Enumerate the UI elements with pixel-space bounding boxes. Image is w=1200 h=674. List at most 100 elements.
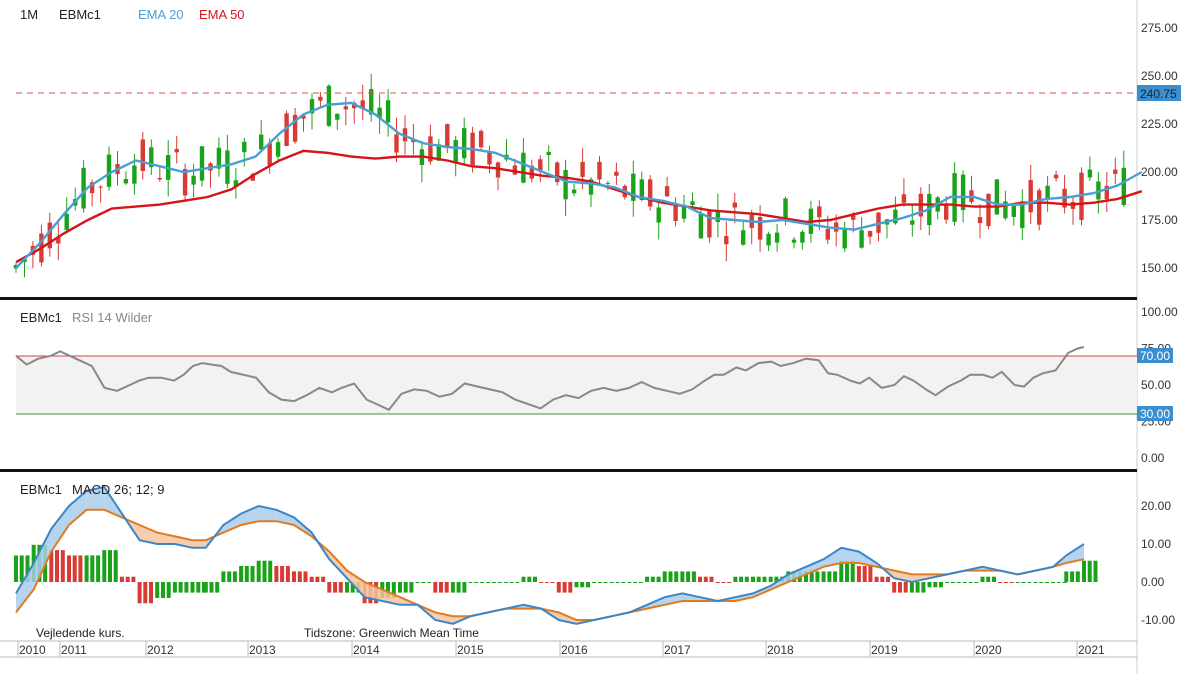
time-tick-label: 2012	[147, 643, 174, 657]
macd-histogram-bar	[856, 566, 861, 582]
macd-histogram-bar	[1070, 571, 1075, 582]
macd-axis: -10.00 0.00 10.00 20.00	[1141, 499, 1175, 627]
candle-body	[1113, 169, 1118, 174]
candle-body	[47, 222, 52, 249]
macd-histogram-bar	[909, 582, 914, 593]
candle-body	[851, 215, 856, 220]
candle-body	[81, 167, 86, 209]
panel-separator[interactable]	[0, 469, 1137, 472]
macd-histogram-bar	[143, 582, 148, 604]
candle-body	[309, 99, 315, 114]
macd-histogram-bar	[615, 582, 620, 583]
ema-50-legend: EMA 50	[199, 7, 245, 22]
candle-body	[462, 128, 467, 159]
macd-histogram-bar	[715, 582, 720, 583]
macd-histogram-bar	[303, 571, 308, 582]
macd-histogram-bar	[956, 582, 961, 583]
macd-histogram-bar	[49, 550, 54, 582]
macd-fill-segment	[157, 532, 175, 544]
macd-histogram-bar	[744, 576, 749, 582]
macd-histogram-bar	[886, 576, 891, 582]
macd-histogram-bar	[427, 582, 432, 583]
macd-histogram-bar	[262, 560, 267, 582]
candle-body	[664, 186, 670, 197]
candle-body	[588, 179, 594, 195]
candle-body	[98, 186, 103, 188]
macd-histogram-bar	[137, 582, 142, 604]
rsi-line	[15, 346, 1085, 412]
macd-histogram-bar	[515, 582, 520, 583]
candle-body	[377, 107, 382, 118]
macd-histogram-bar	[539, 582, 544, 583]
macd-histogram-bar	[386, 582, 390, 598]
macd-histogram-bar	[285, 566, 290, 582]
time-tick-label: 2019	[871, 643, 898, 657]
macd-panel[interactable]: -10.00 0.00 10.00 20.00 EBMc1 MACD 26; 12; …	[14, 482, 1175, 640]
macd-histogram-bar	[155, 582, 160, 598]
candle-body	[1003, 201, 1008, 219]
macd-histogram-bar	[862, 566, 867, 582]
candle-body	[774, 232, 780, 243]
macd-histogram-bar	[161, 582, 165, 598]
macd-histogram-bar	[309, 576, 314, 582]
candle-body	[123, 179, 129, 184]
candle-body	[1028, 180, 1033, 213]
candle-body	[343, 106, 348, 110]
macd-histogram-bar	[90, 555, 95, 582]
candle-body	[64, 213, 69, 230]
candle-body	[741, 230, 746, 245]
macd-histogram-bar	[533, 576, 537, 582]
macd-histogram-bar	[321, 576, 326, 582]
macd-fill-segment	[347, 570, 365, 598]
macd-histogram-bar	[968, 582, 973, 583]
price-panel[interactable]: 240.75 150.00 175.00 200.00 225.00 250.00 275…	[13, 7, 1181, 278]
candle-body	[89, 182, 95, 194]
macd-fill-segment	[664, 593, 683, 605]
symbol-label: EBMc1	[59, 7, 101, 22]
price-axis: 150.00 175.00 200.00 225.00 250.00 275.00	[1141, 21, 1178, 275]
macd-histogram-bar	[668, 571, 673, 582]
candle-body	[944, 205, 949, 220]
macd-histogram-bar	[592, 582, 597, 583]
macd-tick-label: 0.00	[1141, 575, 1165, 589]
macd-histogram-bar	[1027, 582, 1032, 583]
macd-histogram-bar	[580, 582, 585, 588]
macd-histogram-bar	[774, 576, 779, 582]
macd-histogram-bar	[1056, 582, 1061, 583]
candle-body	[1045, 185, 1050, 199]
price-tick-label: 175.00	[1141, 213, 1178, 227]
candle-body	[766, 233, 771, 246]
candle-body	[191, 175, 196, 185]
macd-fill-segment	[33, 528, 52, 590]
macd-fill-segment	[1066, 544, 1084, 563]
candle-body	[639, 179, 644, 200]
candle-body	[512, 165, 518, 175]
macd-histogram-bar	[804, 571, 808, 582]
panel-separator[interactable]	[0, 297, 1137, 300]
macd-fill-segment	[435, 612, 453, 624]
candle-body	[783, 198, 788, 220]
macd-histogram-bar	[1021, 582, 1026, 583]
candle-body	[267, 143, 272, 166]
candle-body	[986, 193, 991, 227]
candle-body	[495, 162, 501, 178]
candle-body	[546, 151, 551, 155]
macd-histogram-bar	[72, 555, 77, 582]
macd-histogram-bar	[586, 582, 590, 588]
last-price-badge	[1137, 85, 1181, 101]
candle-body	[732, 202, 737, 208]
candle-body	[369, 89, 374, 115]
macd-fill-segment	[139, 525, 158, 544]
macd-histogram-bar	[880, 576, 885, 582]
candle-body	[140, 139, 145, 171]
macd-histogram-bar	[468, 582, 473, 583]
macd-histogram-bar	[184, 582, 189, 593]
macd-histogram-bar	[190, 582, 195, 593]
ema-50-line	[15, 149, 1143, 264]
macd-histogram-bar	[521, 576, 526, 582]
macd-histogram-bar	[686, 571, 691, 582]
macd-histogram-bar	[980, 576, 985, 582]
